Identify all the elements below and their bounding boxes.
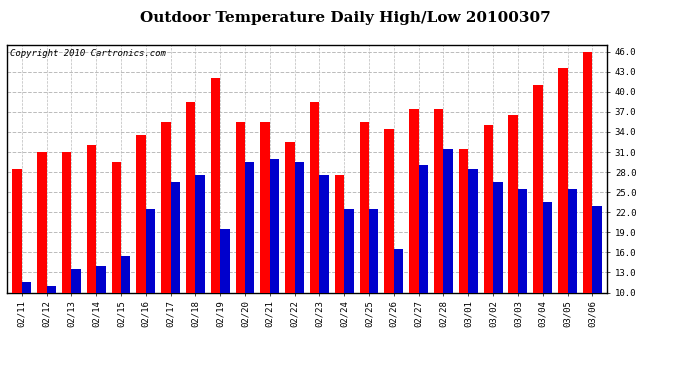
Bar <box>419 165 428 359</box>
Bar <box>96 266 106 359</box>
Bar <box>22 282 31 359</box>
Bar <box>319 176 329 359</box>
Bar <box>47 286 56 359</box>
Bar <box>469 169 477 359</box>
Bar <box>484 125 493 359</box>
Bar <box>592 206 602 359</box>
Bar <box>394 249 403 359</box>
Bar <box>493 182 502 359</box>
Bar <box>344 209 354 359</box>
Bar <box>533 85 543 359</box>
Bar <box>270 159 279 359</box>
Bar <box>459 148 469 359</box>
Bar <box>558 68 567 359</box>
Bar <box>335 176 344 359</box>
Bar <box>146 209 155 359</box>
Bar <box>121 256 130 359</box>
Bar <box>409 108 419 359</box>
Bar <box>543 202 552 359</box>
Bar <box>235 122 245 359</box>
Bar <box>186 102 195 359</box>
Bar <box>295 162 304 359</box>
Bar <box>384 129 394 359</box>
Text: Outdoor Temperature Daily High/Low 20100307: Outdoor Temperature Daily High/Low 20100… <box>139 11 551 25</box>
Bar <box>37 152 47 359</box>
Bar <box>567 189 577 359</box>
Bar <box>518 189 527 359</box>
Bar <box>220 229 230 359</box>
Bar <box>359 122 369 359</box>
Bar <box>12 169 22 359</box>
Bar <box>161 122 170 359</box>
Bar <box>137 135 146 359</box>
Bar <box>112 162 121 359</box>
Bar <box>195 176 205 359</box>
Bar <box>245 162 255 359</box>
Bar <box>444 148 453 359</box>
Bar <box>170 182 180 359</box>
Text: Copyright 2010 Cartronics.com: Copyright 2010 Cartronics.com <box>10 49 166 58</box>
Bar <box>434 108 444 359</box>
Bar <box>260 122 270 359</box>
Bar <box>285 142 295 359</box>
Bar <box>509 115 518 359</box>
Bar <box>310 102 319 359</box>
Bar <box>71 269 81 359</box>
Bar <box>211 78 220 359</box>
Bar <box>87 146 96 359</box>
Bar <box>62 152 71 359</box>
Bar <box>583 52 592 359</box>
Bar <box>369 209 379 359</box>
